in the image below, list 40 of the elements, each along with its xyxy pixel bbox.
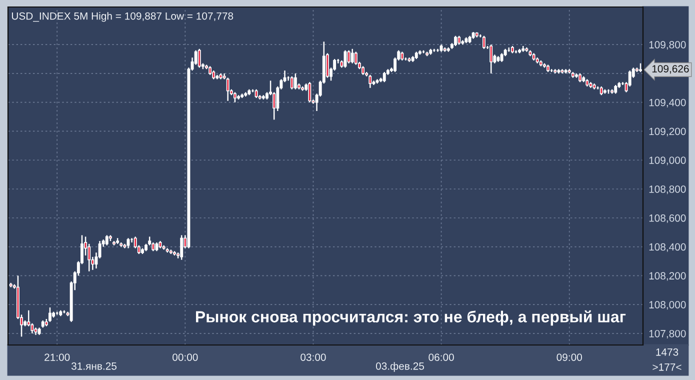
candlestick <box>308 81 312 103</box>
text: 1473 <box>656 348 678 356</box>
y-tick-label: 108,800 <box>649 186 686 194</box>
text: 03.фев.25 <box>376 362 424 372</box>
y-tick-label: 107,800 <box>649 330 686 339</box>
annotation: Рынок снова просчитался: это не блеф, а первый шаг <box>196 310 626 326</box>
candlestick <box>226 77 230 102</box>
x-tick-label: 21:00 <box>44 354 70 361</box>
candlestick <box>350 48 354 64</box>
candlestick <box>290 76 294 90</box>
text: >177< <box>652 364 682 371</box>
y-tick-label: 108,600 <box>649 214 686 223</box>
candlestick <box>105 234 108 246</box>
candlestick <box>233 92 236 103</box>
y-tick-label: 109,200 <box>649 128 686 136</box>
chart-title: USD_INDEX 5M High = 109,887 Low = 107,778 <box>12 12 234 22</box>
y-tick-label: 109,000 <box>649 156 686 166</box>
candlestick <box>354 51 358 66</box>
candlestick <box>198 48 201 68</box>
candlestick <box>347 50 350 64</box>
candlestick <box>126 237 130 249</box>
x-tick-label: 06:00 <box>428 354 454 361</box>
text: 109,626 <box>652 65 689 74</box>
y-tick-label: 108,000 <box>649 301 686 310</box>
x-tick-label: 00:00 <box>172 354 198 361</box>
candlestick <box>490 44 493 74</box>
text: 31.янв.25 <box>71 362 117 370</box>
candlestick <box>454 35 458 47</box>
y-tick-label: 109,800 <box>649 41 686 50</box>
y-tick-label: 108,200 <box>649 272 686 281</box>
candlestick <box>48 306 52 323</box>
candlestick <box>382 71 386 83</box>
y-tick-label: 108,400 <box>649 243 686 252</box>
candlestick <box>482 35 486 50</box>
candlestick <box>294 72 297 90</box>
x-tick-label: 03:00 <box>300 354 326 361</box>
candlestick <box>180 234 184 260</box>
candlestick <box>368 74 372 89</box>
x-tick-label: 09:00 <box>556 354 582 361</box>
y-tick-label: 109,400 <box>649 98 686 108</box>
